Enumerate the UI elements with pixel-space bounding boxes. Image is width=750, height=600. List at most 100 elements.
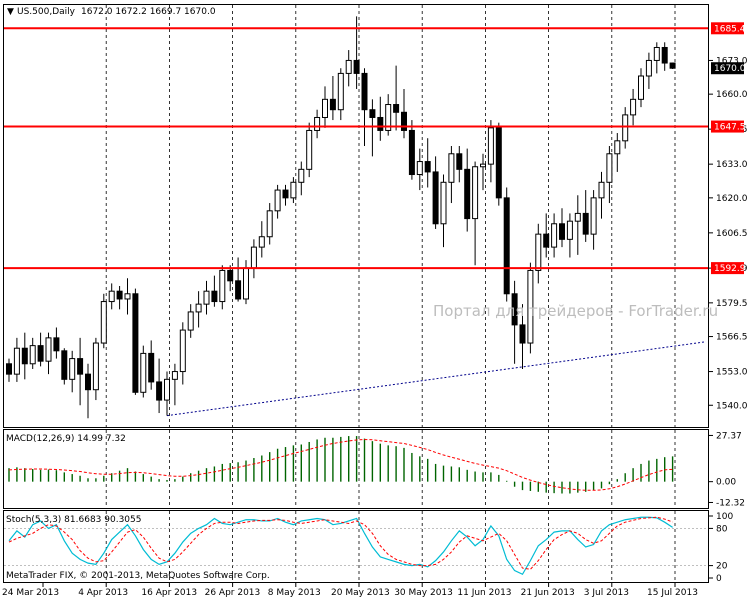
candle-body	[614, 140, 621, 155]
candle-body	[590, 197, 597, 235]
candle-body	[393, 104, 400, 113]
vertical-grid	[105, 5, 676, 582]
candle-body	[258, 236, 265, 248]
candle-body	[92, 342, 99, 391]
candle-body	[164, 378, 170, 401]
x-tick-label: 24 Mar 2013	[2, 588, 59, 598]
candle-body	[566, 220, 573, 240]
stoch-panel-frame	[3, 510, 709, 583]
macd-label: MACD(12,26,9) 14.99 7.32	[6, 434, 126, 444]
candle-body	[669, 62, 676, 69]
y-tick-label: 1540.0	[716, 401, 748, 411]
x-tick-label: 30 May 2013	[394, 588, 453, 598]
candle-body	[622, 114, 629, 142]
candle-body	[661, 46, 668, 64]
candle-body	[290, 181, 297, 199]
level-price-tag	[711, 22, 744, 35]
y-tick-label: 1553.0	[716, 368, 748, 378]
x-tick-label: 3 Jul 2013	[584, 588, 629, 598]
candle-body	[464, 168, 471, 220]
candle-body	[69, 358, 76, 380]
candle-body	[219, 269, 226, 303]
candle-body	[408, 129, 415, 176]
candle-body	[630, 98, 637, 116]
candle-body	[108, 290, 115, 303]
y-tick-label: 1579.5	[716, 299, 748, 309]
candle-body	[401, 111, 407, 131]
candle-body	[77, 358, 84, 375]
candle-body	[337, 72, 344, 111]
candle-body	[243, 267, 249, 300]
candle-body	[37, 345, 44, 362]
candle-body	[306, 129, 313, 170]
stoch-y-tick-label: 100	[716, 512, 733, 522]
candle-body	[85, 373, 91, 391]
candle-body	[179, 329, 186, 373]
candle-body	[132, 293, 139, 393]
candle-body	[282, 189, 289, 199]
candle-body	[156, 381, 163, 401]
candle-body	[377, 116, 384, 131]
candle-body	[203, 290, 210, 305]
last-price-label: 1670.0	[714, 64, 746, 74]
watermark: Портал для трейдеров - ForTrader.ru	[433, 302, 718, 320]
candle-body	[519, 324, 526, 344]
macd-y-tick-label: -12.32	[716, 498, 745, 508]
candle-body	[480, 163, 486, 168]
macd-y-tick-label: 27.37	[716, 431, 742, 441]
candle-body	[495, 127, 502, 199]
candle-body	[653, 46, 660, 61]
candle-body	[140, 352, 147, 393]
stoch-panel	[4, 516, 708, 576]
candle-body	[250, 246, 257, 269]
candle-body	[527, 269, 534, 344]
x-tick-label: 20 May 2013	[331, 588, 390, 598]
stoch-signal-line	[8, 516, 673, 570]
candle-body	[416, 161, 423, 176]
candle-body	[440, 181, 447, 225]
copyright-label: MetaTrader FIX, © 2001-2013, MetaQuotes …	[6, 571, 270, 581]
y-tick-label: 1566.5	[716, 333, 748, 343]
stoch-y-tick-label: 0	[716, 574, 722, 584]
candle-body	[227, 269, 234, 282]
candle-body	[187, 311, 194, 331]
candle-body	[369, 109, 376, 118]
candle-body	[211, 290, 218, 303]
candle-body	[472, 166, 479, 220]
stoch-y-tick-label: 20	[716, 562, 728, 572]
trend-line[interactable]	[166, 341, 707, 417]
candle-body	[456, 153, 463, 170]
candle-body	[148, 352, 155, 383]
candle-body	[322, 98, 328, 118]
candle-body	[100, 301, 107, 344]
candle-body	[171, 371, 178, 380]
level-price-tag	[711, 262, 744, 275]
x-tick-label: 16 Apr 2013	[141, 588, 197, 598]
candle-body	[598, 181, 605, 199]
y-tick-label: 1620.0	[716, 194, 748, 204]
y-tick-label: 1660.0	[716, 90, 748, 100]
stoch-label: Stoch(5,3,3) 81.6683 90.3055	[6, 515, 141, 525]
candle-body	[503, 197, 510, 295]
candle-body	[535, 233, 542, 271]
candle-body	[448, 153, 455, 183]
ohlc-readout: 1672.0 1672.2 1669.7 1670.0	[81, 7, 216, 17]
candle-body	[606, 153, 613, 183]
candle-body	[298, 168, 305, 183]
candle-body	[314, 116, 321, 131]
price-panel	[4, 16, 708, 419]
candle-body	[582, 212, 589, 235]
candle-body	[638, 75, 644, 100]
level-price-label: 1592.9	[714, 264, 746, 274]
x-tick-label: 11 Jun 2013	[457, 588, 511, 598]
candle-body	[235, 280, 242, 300]
stoch-y-tick-label: 80	[716, 524, 728, 534]
y-tick-label: 1633.0	[716, 160, 748, 170]
axes: 24 Mar 2013 4 Apr 2013 16 Apr 2013 26 Apr 2…	[2, 22, 748, 598]
level-price-label: 1647.5	[714, 123, 746, 133]
candle-body	[385, 104, 392, 131]
candle-body	[21, 347, 28, 365]
candle-body	[329, 98, 336, 111]
dropdown-arrow-icon[interactable]: ▼	[7, 7, 14, 17]
